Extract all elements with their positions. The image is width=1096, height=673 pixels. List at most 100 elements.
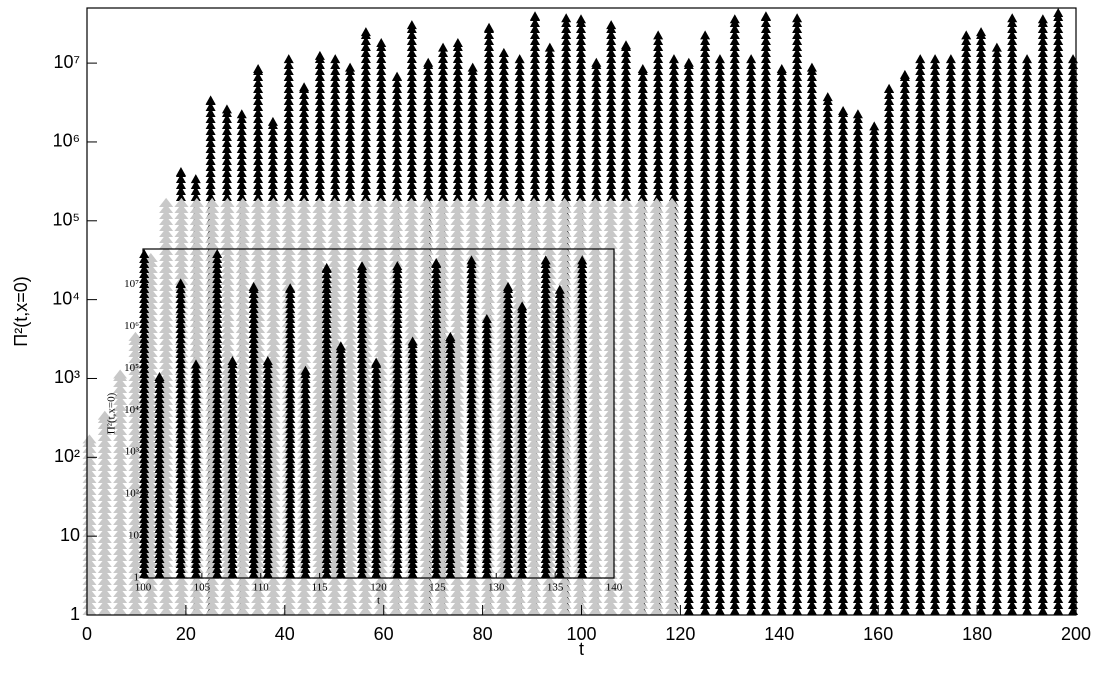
spike (527, 197, 542, 615)
spike (1053, 8, 1064, 615)
spike (371, 357, 382, 578)
spike (154, 371, 165, 578)
spike (175, 278, 186, 578)
spike (1007, 13, 1018, 615)
spike (915, 54, 926, 616)
y-tick-label: 10⁵ (124, 362, 139, 374)
x-tick-label: 135 (547, 582, 564, 594)
y-tick-label: 10⁴ (52, 288, 80, 308)
y-tick-label: 10² (125, 488, 140, 500)
spike (235, 197, 250, 615)
spike (714, 54, 725, 616)
spike (976, 27, 987, 616)
y-tick-label: 1 (134, 572, 140, 584)
spike (407, 336, 418, 578)
spike (619, 197, 634, 615)
spike (248, 281, 259, 578)
x-tick-label: 80 (473, 624, 493, 644)
y-tick-label: 10⁶ (124, 320, 139, 332)
spike (577, 255, 588, 578)
spike (139, 249, 150, 578)
spike (776, 63, 787, 616)
main-chart: 0 20 40 60 80 100 120 140 160 180 20011010²10³10⁴1… (11, 7, 1091, 659)
spike (262, 355, 273, 578)
y-tick-label: 10⁷ (124, 278, 139, 290)
spike (300, 365, 311, 578)
spike (128, 331, 143, 615)
y-tick-label: 10⁶ (53, 131, 80, 151)
spike (357, 261, 368, 578)
x-tick-label: 130 (488, 582, 505, 594)
spike (445, 331, 456, 578)
spike (466, 255, 477, 578)
inset-chart: 100 105 110 115 120 125 130 135 14011010²10³10⁴1… (106, 248, 623, 607)
spike (603, 197, 618, 615)
x-tick-label: 100 (566, 624, 596, 644)
spike (285, 283, 296, 578)
y-tick-label: 10² (54, 446, 80, 466)
spike (481, 314, 492, 578)
spike (82, 434, 97, 615)
y-tick-label: 10⁵ (53, 210, 80, 230)
x-tick-label: 160 (863, 624, 893, 644)
x-tick-label: 120 (370, 582, 387, 594)
y-tick-label: 10³ (125, 446, 140, 458)
spike (961, 30, 972, 616)
spike (392, 261, 403, 578)
x-tick-label: 40 (275, 624, 295, 644)
y-tick-label: 10⁴ (124, 404, 139, 416)
spike (503, 281, 514, 578)
spike (1037, 14, 1048, 615)
spike (664, 197, 679, 615)
x-tick-label: 105 (194, 582, 211, 594)
spike (335, 341, 346, 578)
y-tick-label: 10⁷ (53, 52, 80, 72)
x-tick-label: 140 (764, 624, 794, 644)
spike (321, 262, 332, 578)
y-tick-label: 10³ (54, 367, 80, 387)
spike (683, 57, 694, 616)
spike (746, 54, 757, 616)
y-axis-label: Π²(t,x=0) (11, 276, 31, 347)
spike (97, 410, 112, 615)
spike (806, 62, 817, 616)
spike (852, 109, 863, 615)
spike (945, 54, 956, 616)
x-tick-label: 200 (1061, 624, 1091, 644)
spike (143, 253, 158, 615)
spike (838, 105, 849, 615)
x-tick-label: 100 (135, 582, 152, 594)
spike (1022, 54, 1033, 616)
y-axis-label: Π²(t,x=0) (106, 392, 118, 434)
spike (760, 11, 771, 616)
spike (869, 121, 880, 616)
spike (227, 355, 238, 578)
spike (991, 42, 1002, 615)
x-tick-label: 125 (429, 582, 446, 594)
spike (822, 92, 833, 615)
y-tick-label: 1 (70, 604, 80, 624)
y-tick-label: 10 (60, 525, 80, 545)
spike (431, 258, 442, 578)
spike (634, 197, 649, 615)
x-tick-label: 120 (665, 624, 695, 644)
spike (419, 197, 434, 615)
spike (343, 197, 358, 615)
spike (899, 69, 910, 615)
x-tick-label: 110 (253, 582, 270, 594)
x-tick-label: 0 (82, 624, 92, 644)
y-tick-label: 10 (128, 530, 140, 542)
spike (700, 30, 711, 616)
x-tick-label: 180 (962, 624, 992, 644)
spike (540, 255, 551, 578)
spike (212, 249, 223, 578)
spike (792, 13, 803, 615)
spike (554, 284, 565, 578)
spike (588, 197, 603, 615)
spike (884, 83, 895, 616)
x-tick-label: 115 (312, 582, 329, 594)
x-tick-label: 20 (176, 624, 196, 644)
x-axis-label: t (579, 639, 584, 659)
